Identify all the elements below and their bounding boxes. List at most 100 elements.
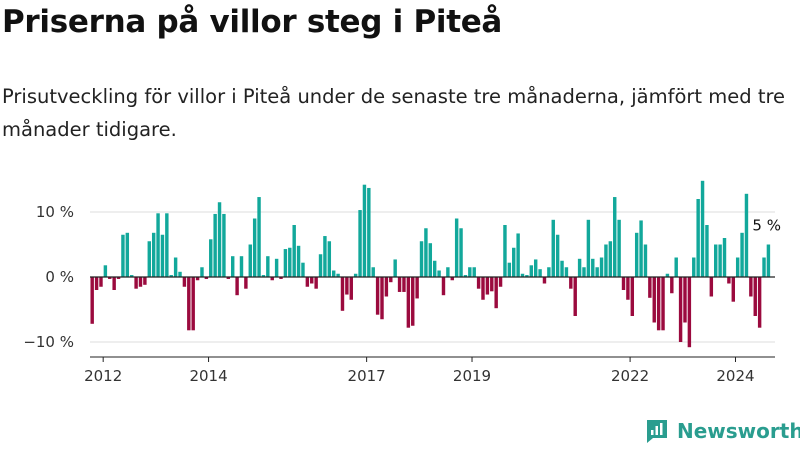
bar bbox=[411, 277, 415, 326]
bar bbox=[687, 277, 692, 348]
gridlines bbox=[90, 211, 775, 343]
x-tick-label: 2022 bbox=[611, 367, 649, 385]
bar bbox=[310, 277, 314, 284]
bar bbox=[187, 277, 191, 331]
chart-subtitle: Prisutveckling för villor i Piteå under … bbox=[2, 85, 786, 141]
x-tick-label: 2014 bbox=[189, 367, 227, 385]
bar bbox=[533, 259, 538, 277]
bar bbox=[358, 210, 362, 277]
bar bbox=[573, 277, 577, 316]
bar bbox=[547, 267, 551, 277]
bar bbox=[472, 267, 476, 277]
bar bbox=[560, 260, 564, 277]
bar bbox=[371, 267, 375, 277]
bar bbox=[419, 241, 424, 277]
bar bbox=[670, 277, 674, 294]
chart-title: Priserna på villor steg i Piteå bbox=[2, 4, 503, 40]
bar bbox=[648, 277, 652, 298]
bar bbox=[112, 277, 116, 290]
bar bbox=[476, 277, 481, 289]
bar bbox=[226, 277, 231, 279]
bar bbox=[323, 236, 327, 277]
bar bbox=[340, 277, 345, 311]
bar bbox=[257, 197, 261, 277]
bar bbox=[134, 277, 138, 289]
bar bbox=[217, 202, 222, 277]
bar bbox=[274, 258, 279, 277]
bar bbox=[165, 213, 169, 277]
x-tick-label: 2024 bbox=[716, 367, 754, 385]
bar bbox=[367, 187, 371, 277]
bar bbox=[564, 267, 569, 277]
bar bbox=[617, 219, 621, 277]
bar bbox=[595, 267, 599, 277]
bar bbox=[393, 259, 397, 277]
bar bbox=[147, 241, 151, 277]
bar bbox=[766, 244, 771, 277]
bar bbox=[731, 277, 735, 302]
bar bbox=[674, 257, 678, 277]
bar bbox=[525, 275, 529, 277]
bar bbox=[195, 277, 200, 281]
bar bbox=[437, 270, 441, 277]
bar bbox=[459, 228, 463, 277]
bar bbox=[586, 219, 591, 277]
bar bbox=[512, 247, 516, 277]
bar bbox=[402, 277, 406, 292]
bar bbox=[380, 277, 384, 320]
bar bbox=[749, 277, 753, 297]
bar bbox=[468, 267, 472, 277]
bar bbox=[639, 220, 643, 277]
bar bbox=[288, 247, 292, 277]
bar bbox=[652, 277, 656, 323]
bar bbox=[415, 277, 419, 299]
bar bbox=[301, 262, 305, 277]
bar bbox=[156, 213, 160, 277]
bar bbox=[248, 244, 252, 277]
bar bbox=[296, 245, 301, 277]
x-axis-ticks: 2012 2014 2017 2019 2022 2024 bbox=[84, 357, 755, 385]
bar bbox=[735, 257, 740, 277]
bar bbox=[428, 243, 433, 277]
bar bbox=[331, 270, 336, 277]
bar bbox=[349, 277, 353, 300]
bar bbox=[90, 277, 94, 324]
bar bbox=[516, 233, 520, 277]
bar bbox=[424, 228, 428, 277]
bar bbox=[656, 277, 661, 331]
bar bbox=[200, 267, 204, 277]
bar bbox=[283, 249, 288, 277]
bar bbox=[485, 277, 490, 295]
x-tick-label: 2017 bbox=[348, 367, 386, 385]
bar bbox=[353, 273, 358, 277]
bar bbox=[678, 277, 683, 342]
bar bbox=[626, 277, 630, 300]
bar bbox=[538, 269, 542, 277]
y-tick-label: 0 % bbox=[45, 268, 74, 286]
bar bbox=[261, 275, 266, 277]
bar bbox=[582, 267, 586, 277]
bar bbox=[336, 273, 340, 277]
bar bbox=[143, 277, 147, 285]
bar bbox=[305, 277, 310, 287]
bar bbox=[231, 256, 235, 277]
bar bbox=[384, 277, 389, 297]
bar bbox=[542, 277, 547, 284]
bar bbox=[683, 277, 687, 323]
bar bbox=[446, 267, 450, 277]
bar bbox=[235, 277, 239, 296]
bar bbox=[327, 241, 332, 277]
bar bbox=[151, 232, 156, 277]
bar bbox=[591, 258, 595, 277]
bar bbox=[599, 257, 604, 277]
bar bbox=[169, 275, 173, 277]
bar bbox=[463, 275, 468, 277]
bar bbox=[292, 225, 296, 277]
bar bbox=[222, 213, 226, 277]
bar bbox=[454, 218, 459, 277]
bar bbox=[266, 256, 270, 277]
bar bbox=[239, 256, 244, 277]
bar bbox=[252, 218, 257, 277]
bar bbox=[397, 277, 402, 292]
x-tick-label: 2012 bbox=[84, 367, 122, 385]
